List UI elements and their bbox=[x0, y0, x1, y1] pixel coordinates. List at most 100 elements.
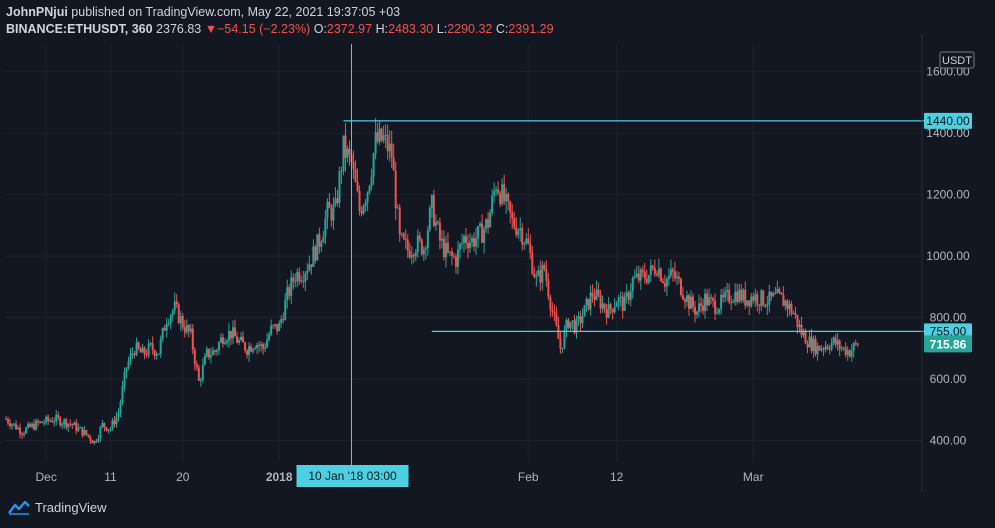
candle-body bbox=[244, 342, 247, 351]
candle-body bbox=[83, 429, 86, 436]
candle-body bbox=[722, 294, 725, 298]
candle-body bbox=[209, 355, 212, 358]
candle-body bbox=[525, 238, 528, 244]
candle-body bbox=[436, 221, 439, 223]
candle-body bbox=[756, 294, 759, 305]
candle-body bbox=[585, 298, 588, 306]
candle-body bbox=[828, 348, 831, 350]
candle-body bbox=[856, 343, 859, 345]
candle-body bbox=[300, 280, 303, 282]
candle-body bbox=[501, 184, 504, 204]
candle-body bbox=[615, 302, 618, 307]
candle-body bbox=[360, 210, 363, 214]
candle-body bbox=[808, 336, 811, 348]
candle-body bbox=[597, 289, 600, 296]
candle-body bbox=[161, 328, 164, 340]
candle-body bbox=[718, 309, 721, 313]
candle-body bbox=[599, 295, 602, 309]
candle-body bbox=[485, 219, 488, 230]
open-label: O: bbox=[313, 22, 327, 36]
candle-body bbox=[748, 300, 751, 307]
candle-body bbox=[201, 364, 204, 380]
candle-body bbox=[448, 251, 451, 253]
candle-body bbox=[738, 289, 741, 302]
candle-body bbox=[754, 294, 757, 301]
candle-body bbox=[199, 379, 202, 381]
candle-body bbox=[266, 339, 269, 348]
candle-body bbox=[778, 288, 781, 293]
published-text: published on TradingView.com, May 22, 20… bbox=[71, 5, 401, 19]
footer-branding[interactable]: TradingView bbox=[8, 500, 107, 515]
candle-body bbox=[125, 367, 128, 372]
candle-body bbox=[89, 436, 92, 441]
candle-body bbox=[79, 427, 82, 429]
candle-body bbox=[207, 348, 210, 358]
candle-body bbox=[155, 354, 158, 357]
candle-body bbox=[611, 308, 614, 313]
candle-body bbox=[527, 238, 530, 244]
candle-body bbox=[834, 337, 837, 345]
candle-body bbox=[698, 303, 701, 312]
candle-body bbox=[19, 427, 22, 434]
y-tick-label: 800.00 bbox=[930, 311, 967, 325]
candle-body bbox=[816, 345, 819, 355]
candle-body bbox=[784, 300, 787, 307]
candle-body bbox=[147, 343, 150, 356]
candle-body bbox=[605, 309, 608, 318]
candle-body bbox=[744, 289, 747, 306]
x-tick-label: 2018 bbox=[266, 470, 293, 484]
candle-body bbox=[589, 292, 592, 310]
candle-body bbox=[298, 271, 301, 282]
candle-body bbox=[175, 301, 178, 305]
candle-body bbox=[762, 290, 765, 306]
author-name[interactable]: JohnPNjui bbox=[6, 5, 68, 19]
candle-body bbox=[850, 350, 853, 357]
candle-body bbox=[145, 354, 148, 356]
candle-body bbox=[404, 238, 407, 240]
candle-body bbox=[394, 170, 397, 209]
candle-body bbox=[11, 424, 14, 427]
candle-body bbox=[57, 414, 60, 418]
candle-body bbox=[406, 239, 409, 251]
symbol-label[interactable]: BINANCE:ETHUSDT, 360 bbox=[6, 22, 153, 36]
candle-body bbox=[774, 293, 777, 295]
candle-body bbox=[187, 325, 190, 332]
candle-body bbox=[687, 295, 690, 309]
candle-body bbox=[256, 345, 259, 349]
candle-body bbox=[169, 315, 172, 324]
candle-body bbox=[129, 353, 132, 362]
candle-body bbox=[822, 348, 825, 350]
candle-body bbox=[320, 242, 323, 247]
candle-body bbox=[197, 367, 200, 381]
horizontal-line-label-bg bbox=[924, 112, 972, 129]
candle-body bbox=[673, 271, 676, 279]
candle-body bbox=[338, 171, 341, 203]
x-tick-label: Dec bbox=[36, 470, 57, 484]
candle-body bbox=[446, 242, 449, 253]
candle-body bbox=[25, 427, 28, 434]
candle-body bbox=[223, 343, 226, 345]
candle-body bbox=[497, 189, 500, 194]
candle-body bbox=[344, 135, 347, 158]
x-tick-label: 12 bbox=[610, 470, 624, 484]
candle-body bbox=[195, 364, 198, 368]
candle-body bbox=[422, 249, 425, 255]
candle-body bbox=[336, 198, 339, 203]
candle-body bbox=[213, 350, 216, 352]
candle-body bbox=[418, 235, 421, 240]
candle-body bbox=[238, 340, 241, 343]
candle-body bbox=[434, 221, 437, 226]
candle-body bbox=[384, 134, 387, 136]
candle-body bbox=[633, 276, 636, 279]
candle-body bbox=[563, 330, 566, 348]
candle-body bbox=[487, 219, 490, 228]
currency-badge bbox=[939, 51, 975, 69]
candle-body bbox=[581, 316, 584, 324]
candle-body bbox=[77, 427, 80, 431]
candle-body bbox=[836, 340, 839, 345]
candle-body bbox=[621, 296, 624, 311]
candle-body bbox=[826, 346, 829, 349]
candle-body bbox=[736, 291, 739, 302]
candle-body bbox=[537, 270, 540, 276]
